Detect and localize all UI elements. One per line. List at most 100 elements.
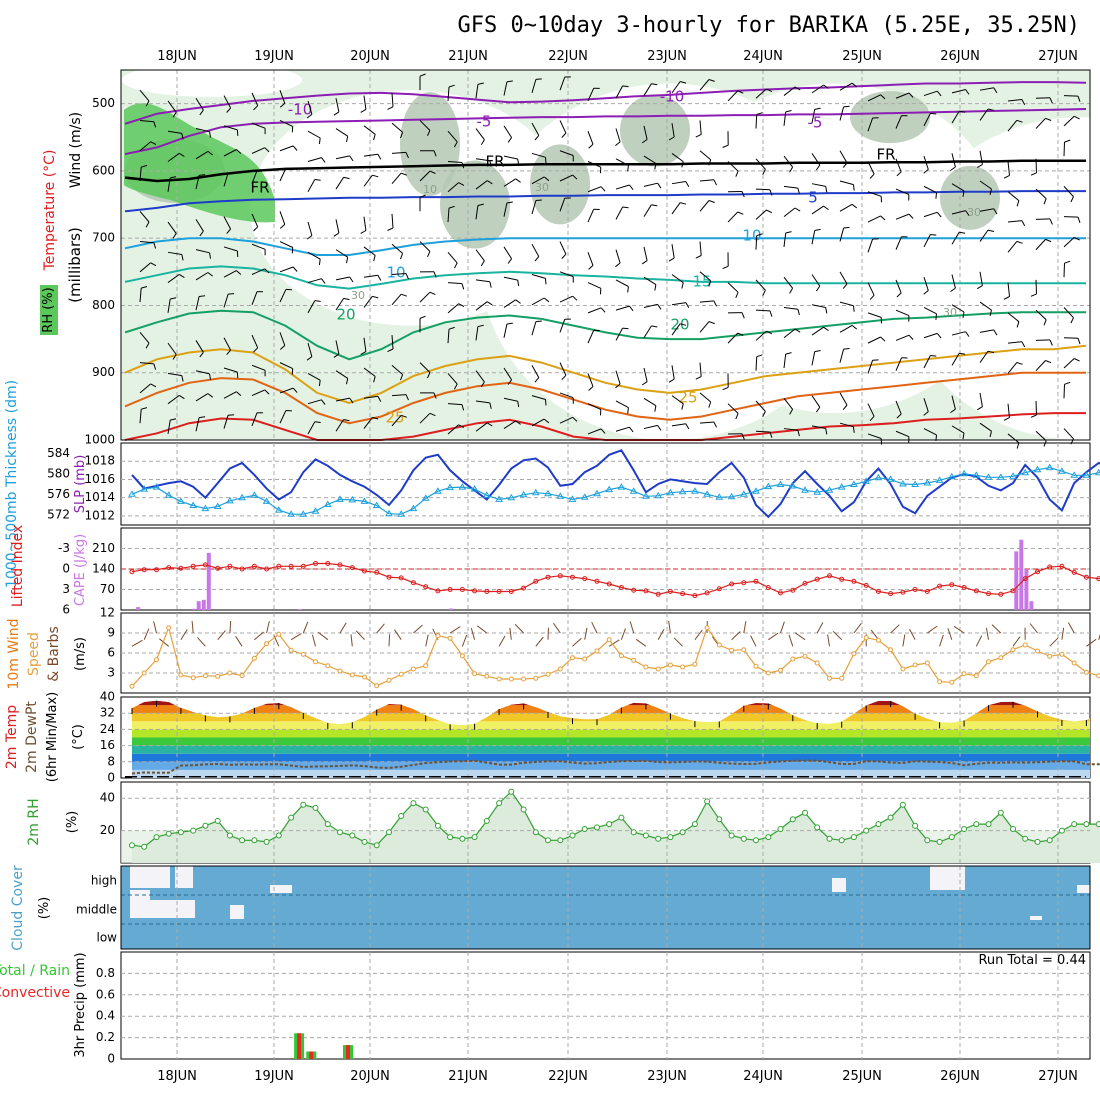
wind-barb-10m (153, 621, 157, 634)
wind-barb (335, 128, 348, 137)
wind-barb (195, 97, 204, 111)
wind-barb (279, 410, 287, 424)
thickness-point (678, 487, 687, 495)
cloud-clear-patch (230, 905, 244, 919)
wind-speed-point (741, 647, 747, 653)
wind-barb-10m (1012, 636, 1021, 647)
wind-barb-10m (229, 620, 232, 634)
wind-barb (766, 330, 773, 335)
contour-label: -5 (477, 113, 492, 131)
wind-barb-10m (394, 629, 402, 640)
wind-barb (346, 257, 349, 264)
wind-barb (671, 302, 686, 306)
wind-barb (923, 398, 929, 412)
wind-barb (815, 406, 821, 413)
wind-barb (360, 108, 367, 113)
tick-label: 8 (107, 754, 115, 768)
wind-barb (506, 322, 513, 325)
wind-barb (1021, 220, 1026, 227)
wind-barb (785, 352, 792, 355)
lifted-index-point (472, 588, 478, 594)
rh-point (398, 813, 405, 819)
lifted-index-point (1047, 564, 1053, 570)
wind-barb (1021, 341, 1026, 348)
isotherm-30 (124, 371, 1086, 425)
wind-barb (236, 391, 242, 396)
lifted-index-point (851, 578, 857, 584)
wind-barb-10m (476, 625, 488, 634)
wind-barb-10m (591, 621, 598, 634)
thickness-point (336, 495, 344, 502)
wind-barb (651, 204, 658, 207)
temp-band (132, 753, 1090, 762)
contour-label: 25 (678, 389, 697, 407)
wind-barb (789, 166, 794, 173)
tick-label: 0 (107, 771, 115, 785)
wind-barb (794, 86, 801, 91)
wind-barb (236, 270, 242, 275)
lifted-index-point (1083, 574, 1089, 580)
wind-barb (1073, 358, 1080, 362)
lifted-index-point (178, 565, 184, 571)
axis-label: (millibars) (66, 227, 84, 303)
rh-point (434, 822, 441, 829)
wind-barb-10m (870, 629, 879, 641)
wind-barb (769, 189, 773, 196)
wind-barb-10m (191, 620, 194, 634)
wind-barb (979, 180, 992, 190)
wind-barb (391, 335, 394, 350)
wind-barb (253, 226, 259, 232)
rh-point (410, 800, 417, 807)
wind-barb (223, 415, 229, 429)
lifted-index-point (875, 589, 881, 594)
x-axis-labels: 18JUN 18JUN 19JUN 19JUN 20JUN 20JUN 21JUN 21JUN… (157, 49, 1078, 1084)
rh-point (557, 837, 564, 844)
lifted-index-point (227, 563, 233, 569)
panel-frame (120, 865, 1091, 950)
wind-speed-point (839, 675, 845, 681)
x-tick-top: 20JUN (350, 49, 390, 64)
wind-barb (1030, 414, 1037, 418)
wind-speed-point (949, 679, 955, 685)
wind-speed-point (435, 633, 441, 639)
tick-label: 1016 (84, 472, 115, 486)
wind-barb (307, 221, 313, 236)
wind-barb (783, 428, 798, 431)
wind-barb (699, 150, 712, 161)
axis-label: 2m RH (26, 798, 42, 845)
wind-barb (343, 176, 350, 180)
wind-barb (480, 260, 485, 267)
thickness-point (287, 510, 295, 517)
wind-speed-point (300, 651, 306, 657)
tick-label: 572 (47, 507, 70, 521)
tick-label: 1000 (84, 433, 115, 447)
wind-barb (867, 191, 882, 197)
wind-barb (587, 131, 594, 145)
wind-barb (307, 421, 316, 435)
wind-speed-point (1071, 660, 1077, 666)
wind-barb (321, 278, 326, 284)
wind-barb (695, 376, 702, 380)
wind-barb (373, 376, 376, 383)
series-line (131, 449, 1100, 519)
wind-barb (306, 235, 313, 240)
wind-barb (139, 89, 150, 102)
wind-barb (825, 428, 828, 435)
wind-barb (643, 246, 648, 261)
wind-barb (559, 295, 573, 303)
wind-barb (783, 397, 793, 410)
wind-barb (657, 304, 662, 310)
wind-barb (181, 133, 184, 140)
wind-barb (685, 423, 690, 430)
tick-label: 24 (100, 722, 115, 736)
x-tick-bottom: 22JUN (548, 1069, 588, 1084)
wind-barb (869, 415, 875, 422)
wind-barb (695, 133, 702, 138)
wind-barb (842, 404, 848, 411)
wind-barb (950, 166, 956, 171)
wind-barb (651, 83, 658, 86)
tick-label: 0.2 (96, 1030, 115, 1044)
wind-barb (207, 150, 213, 156)
thickness-point (397, 510, 406, 517)
wind-barb (448, 205, 455, 209)
